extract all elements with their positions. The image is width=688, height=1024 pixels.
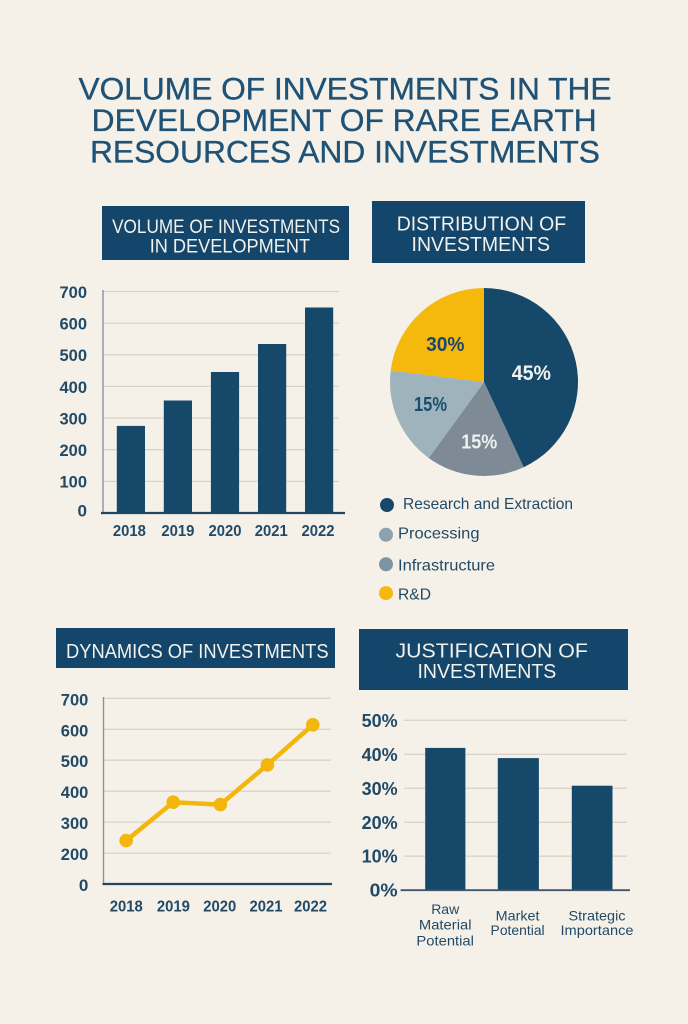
svg-text:Infrastructure: Infrastructure bbox=[398, 558, 495, 575]
svg-text:2022: 2022 bbox=[294, 899, 327, 916]
svg-text:2022: 2022 bbox=[302, 523, 335, 540]
svg-text:IN DEVELOPMENT: IN DEVELOPMENT bbox=[150, 237, 311, 258]
svg-text:10%: 10% bbox=[362, 847, 398, 867]
svg-text:600: 600 bbox=[60, 315, 88, 334]
svg-text:VOLUME OF INVESTMENTS: VOLUME OF INVESTMENTS bbox=[112, 216, 340, 238]
svg-text:JUSTIFICATION OF: JUSTIFICATION OF bbox=[396, 640, 588, 663]
svg-text:Market: Market bbox=[496, 907, 540, 923]
svg-text:Raw: Raw bbox=[431, 901, 460, 917]
svg-text:2020: 2020 bbox=[203, 899, 236, 916]
svg-text:30%: 30% bbox=[426, 333, 464, 356]
svg-text:200: 200 bbox=[61, 845, 89, 864]
svg-text:Importance: Importance bbox=[561, 922, 634, 938]
svg-text:2018: 2018 bbox=[113, 523, 146, 540]
svg-text:400: 400 bbox=[61, 783, 89, 802]
svg-text:30%: 30% bbox=[362, 779, 398, 799]
svg-text:500: 500 bbox=[61, 752, 89, 771]
svg-text:VOLUME OF INVESTMENTS IN THE: VOLUME OF INVESTMENTS IN THE bbox=[79, 71, 612, 107]
svg-text:Research and Extraction: Research and Extraction bbox=[403, 496, 573, 513]
svg-text:RESOURCES AND INVESTMENTS: RESOURCES AND INVESTMENTS bbox=[90, 133, 600, 169]
svg-text:2019: 2019 bbox=[157, 899, 190, 916]
svg-text:2020: 2020 bbox=[209, 523, 242, 540]
svg-text:15%: 15% bbox=[414, 394, 447, 416]
svg-text:50%: 50% bbox=[362, 711, 398, 731]
svg-text:2021: 2021 bbox=[250, 899, 283, 916]
svg-text:400: 400 bbox=[60, 378, 88, 397]
svg-text:DYNAMICS OF INVESTMENTS: DYNAMICS OF INVESTMENTS bbox=[66, 640, 329, 663]
svg-text:300: 300 bbox=[60, 409, 88, 428]
svg-text:20%: 20% bbox=[362, 813, 398, 833]
svg-text:0: 0 bbox=[78, 502, 87, 521]
svg-text:Strategic: Strategic bbox=[569, 907, 626, 923]
svg-text:Processing: Processing bbox=[398, 526, 480, 543]
svg-text:500: 500 bbox=[60, 346, 88, 365]
svg-text:DEVELOPMENT OF RARE EARTH: DEVELOPMENT OF RARE EARTH bbox=[92, 102, 597, 138]
svg-text:2019: 2019 bbox=[161, 523, 194, 540]
svg-text:200: 200 bbox=[60, 441, 88, 460]
svg-text:INVESTMENTS: INVESTMENTS bbox=[417, 660, 556, 683]
svg-text:2018: 2018 bbox=[110, 899, 143, 916]
svg-text:0%: 0% bbox=[370, 881, 398, 901]
svg-text:Potential: Potential bbox=[491, 922, 545, 938]
svg-text:40%: 40% bbox=[362, 745, 398, 765]
svg-text:0: 0 bbox=[79, 876, 88, 895]
svg-text:700: 700 bbox=[61, 690, 89, 709]
svg-text:INVESTMENTS: INVESTMENTS bbox=[412, 233, 551, 256]
svg-text:100: 100 bbox=[60, 473, 88, 492]
svg-text:DISTRIBUTION OF: DISTRIBUTION OF bbox=[397, 213, 566, 235]
svg-text:Material: Material bbox=[419, 917, 472, 933]
svg-text:R&D: R&D bbox=[398, 587, 431, 604]
svg-text:Potential: Potential bbox=[416, 933, 474, 949]
svg-text:600: 600 bbox=[61, 721, 89, 740]
svg-text:300: 300 bbox=[61, 814, 89, 833]
svg-text:45%: 45% bbox=[512, 362, 552, 385]
svg-text:15%: 15% bbox=[461, 430, 497, 453]
svg-text:700: 700 bbox=[60, 283, 88, 302]
svg-text:2021: 2021 bbox=[255, 523, 288, 540]
